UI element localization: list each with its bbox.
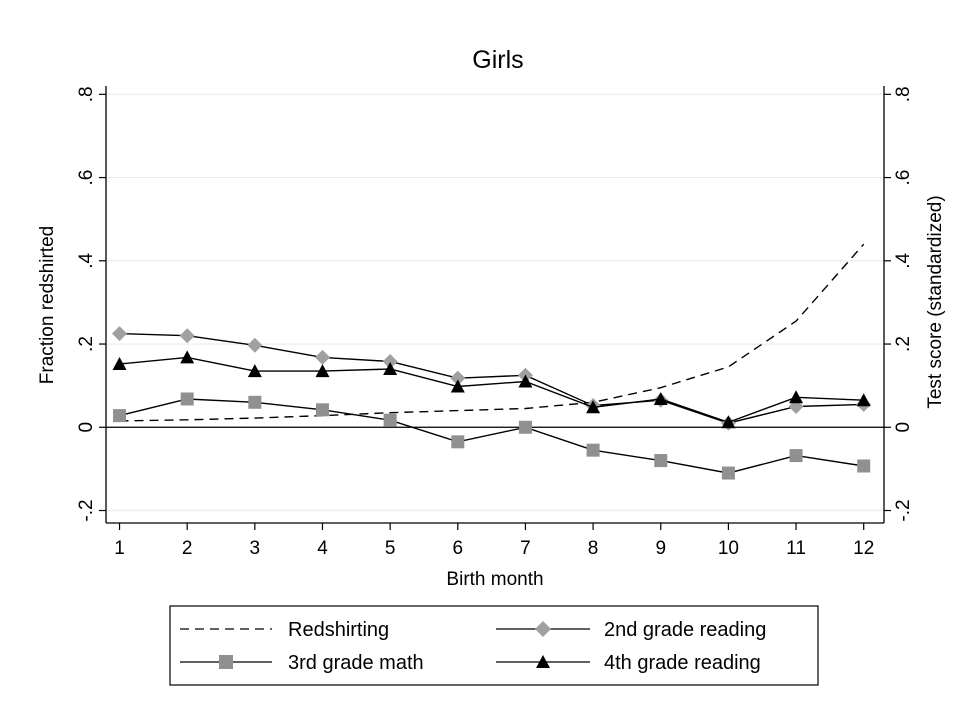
x-tick-label: 10 <box>718 538 739 559</box>
x-tick-label: 9 <box>655 538 666 559</box>
y-tick-label-right: -.2 <box>893 499 914 521</box>
point-2nd-grade-reading <box>179 328 195 344</box>
point-3rd-grade-math <box>586 443 600 457</box>
legend-label-2nd-grade-reading: 2nd grade reading <box>604 619 766 641</box>
y-tick-label-right: .8 <box>893 86 914 102</box>
point-3rd-grade-math <box>857 459 871 473</box>
point-2nd-grade-reading <box>247 337 263 353</box>
y-tick-label-right: .6 <box>893 170 914 186</box>
point-4th-grade-reading <box>856 393 871 407</box>
point-3rd-grade-math <box>721 466 735 480</box>
point-4th-grade-reading <box>586 400 601 414</box>
legend-label-3rd-grade-math: 3rd grade math <box>288 652 424 674</box>
y-tick-label-left: .2 <box>76 336 97 352</box>
y-tick-label-right: .2 <box>893 336 914 352</box>
point-4th-grade-reading <box>383 362 398 376</box>
x-tick-label: 4 <box>317 538 328 559</box>
point-3rd-grade-math <box>789 449 803 463</box>
legend: Redshirting 2nd grade reading 3rd grade … <box>169 605 819 686</box>
point-2nd-grade-reading <box>314 349 330 365</box>
legend-box <box>169 605 819 686</box>
y-tick-label-left: .6 <box>76 170 97 186</box>
point-4th-grade-reading <box>653 391 668 405</box>
series-group <box>112 243 872 480</box>
point-2nd-grade-reading <box>112 326 128 342</box>
legend-label-4th-grade-reading: 4th grade reading <box>604 652 761 674</box>
point-4th-grade-reading <box>721 415 736 429</box>
point-2nd-grade-reading <box>382 354 398 370</box>
point-4th-grade-reading <box>180 350 195 364</box>
y-tick-label-left: .8 <box>76 86 97 102</box>
point-4th-grade-reading <box>450 379 465 393</box>
point-3rd-grade-math <box>315 403 329 417</box>
series-line-3rd-grade-math <box>119 398 864 474</box>
legend-item-3rd-grade-math: 3rd grade math <box>180 652 424 674</box>
x-tick-label: 6 <box>453 538 464 559</box>
y-tick-label-right: .4 <box>893 252 914 268</box>
y-axis-label-right: Test score (standardized) <box>925 195 946 408</box>
legend-item-4th-grade-reading: 4th grade reading <box>496 652 761 674</box>
y-axis-label-left: Fraction redshirted <box>37 226 58 384</box>
point-4th-grade-reading <box>315 364 330 378</box>
legend-marker-square <box>219 655 233 669</box>
y-tick-label-left: .4 <box>76 252 97 268</box>
legend-item-redshirting: Redshirting <box>180 619 389 641</box>
point-4th-grade-reading <box>518 374 533 388</box>
y-tick-label-left: 0 <box>76 422 97 433</box>
point-3rd-grade-math <box>180 392 194 406</box>
axes: -.2 -.20 0.2.2.4.4.6.6.8.81 2 3 4 5 6 7 8 9 10 11 12 <box>76 86 914 559</box>
legend-item-2nd-grade-reading: 2nd grade reading <box>496 619 766 641</box>
x-tick-label: 1 <box>114 538 125 559</box>
point-4th-grade-reading <box>247 364 262 378</box>
point-4th-grade-reading <box>789 390 804 404</box>
x-tick-label: 7 <box>520 538 531 559</box>
legend-label-redshirting: Redshirting <box>288 619 389 641</box>
x-tick-label: 2 <box>182 538 193 559</box>
series-line-2nd-grade-reading <box>119 332 864 424</box>
x-tick-label: 3 <box>250 538 261 559</box>
x-tick-label: 8 <box>588 538 599 559</box>
point-3rd-grade-math <box>248 395 262 409</box>
point-3rd-grade-math <box>383 413 397 427</box>
gridlines <box>106 93 884 512</box>
point-2nd-grade-reading <box>450 370 466 386</box>
series-line-redshirting <box>119 243 865 422</box>
x-axis-label: Birth month <box>446 569 543 590</box>
point-3rd-grade-math <box>518 420 532 434</box>
x-tick-label: 12 <box>853 538 874 559</box>
legend-marker-triangle <box>536 655 550 668</box>
chart-title: Girls <box>472 46 523 74</box>
x-tick-label: 5 <box>385 538 396 559</box>
point-4th-grade-reading <box>112 357 127 371</box>
point-3rd-grade-math <box>451 435 465 449</box>
point-3rd-grade-math <box>113 409 127 423</box>
y-tick-label-right: 0 <box>893 422 914 433</box>
legend-marker-diamond <box>535 621 551 637</box>
y-tick-label-left: -.2 <box>76 499 97 521</box>
point-3rd-grade-math <box>654 454 668 468</box>
x-tick-label: 11 <box>786 538 806 559</box>
series-line-4th-grade-reading <box>119 356 864 424</box>
